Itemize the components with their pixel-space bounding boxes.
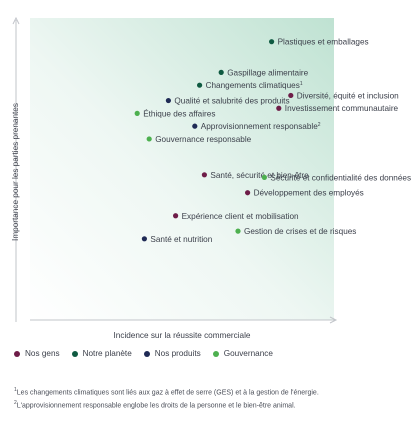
data-point-9 [201,172,207,178]
data-point-label-11: Développement des employés [254,189,364,198]
data-point-4 [165,97,171,104]
data-point-label-6: Éthique des affaires [143,108,215,118]
data-point-label-14: Santé et nutrition [150,235,212,244]
data-point-13 [235,228,241,234]
footnotes: 1Les changements climatiques sont liés a… [14,385,319,412]
data-point-label-2: Changements climatiques1 [206,81,303,90]
x-axis-label: Incidence sur la réussite commerciale [114,331,251,340]
data-point-3 [288,92,294,99]
footnote-2: 2L'approvisionnement responsable englobe… [14,400,296,410]
materiality-chart: Incidence sur la réussite commerciale Im… [11,16,411,340]
plot-area-background [30,18,334,320]
data-point-10 [261,174,267,180]
legend-item-gouvernance: Gouvernance [212,349,273,358]
legend-dot-planete [71,350,78,357]
data-point-5 [276,105,282,111]
data-point-14 [141,236,147,242]
legend-item-planete: Notre planète [71,349,132,358]
data-point-label-0: Plastiques et emballages [278,38,369,47]
x-axis-arrowhead [329,316,338,324]
legend-label-gens: Nos gens [25,349,60,358]
data-point-label-13: Gestion de crises et de risques [244,227,356,236]
legend-label-produits: Nos produits [154,349,201,358]
data-point-12 [173,213,179,219]
y-axis-label: Importance pour les parties prenantes [11,103,20,241]
data-point-1 [218,69,224,75]
legend-label-planete: Notre planète [82,349,132,358]
legend-item-gens: Nos gens [14,349,60,358]
legend-label-gouvernance: Gouvernance [223,349,273,358]
data-point-label-10: Sécurité et confidentialité des données [270,173,411,182]
data-point-6 [134,110,140,116]
data-point-label-7: Approvisionnement responsable2 [201,122,321,131]
data-point-label-4: Qualité et salubrité des produits [174,97,289,106]
data-point-label-8: Gouvernance responsable [155,135,251,144]
data-point-label-12: Expérience client et mobilisation [182,212,299,221]
data-point-7 [192,123,198,129]
legend-dot-gouvernance [212,350,219,357]
data-point-label-9: Santé, sécurité et bien-être [210,171,309,180]
data-point-11 [245,190,251,196]
data-point-0 [269,39,275,45]
footnote-1: 1Les changements climatiques sont liés a… [14,387,319,397]
legend: Nos gens Notre planète Nos produits Gouvern… [14,349,273,358]
data-point-label-5: Investissement communautaire [285,104,399,113]
legend-dot-gens [14,350,20,357]
legend-dot-produits [143,350,150,357]
data-points: Plastiques et emballages Gaspillage alime… [134,38,411,244]
y-axis-arrowhead [12,16,20,25]
data-point-2 [197,82,203,88]
legend-item-produits: Nos produits [143,349,201,358]
data-point-label-3: Diversité, équité et inclusion [297,91,399,100]
data-point-label-1: Gaspillage alimentaire [227,68,308,77]
data-point-8 [146,136,152,142]
